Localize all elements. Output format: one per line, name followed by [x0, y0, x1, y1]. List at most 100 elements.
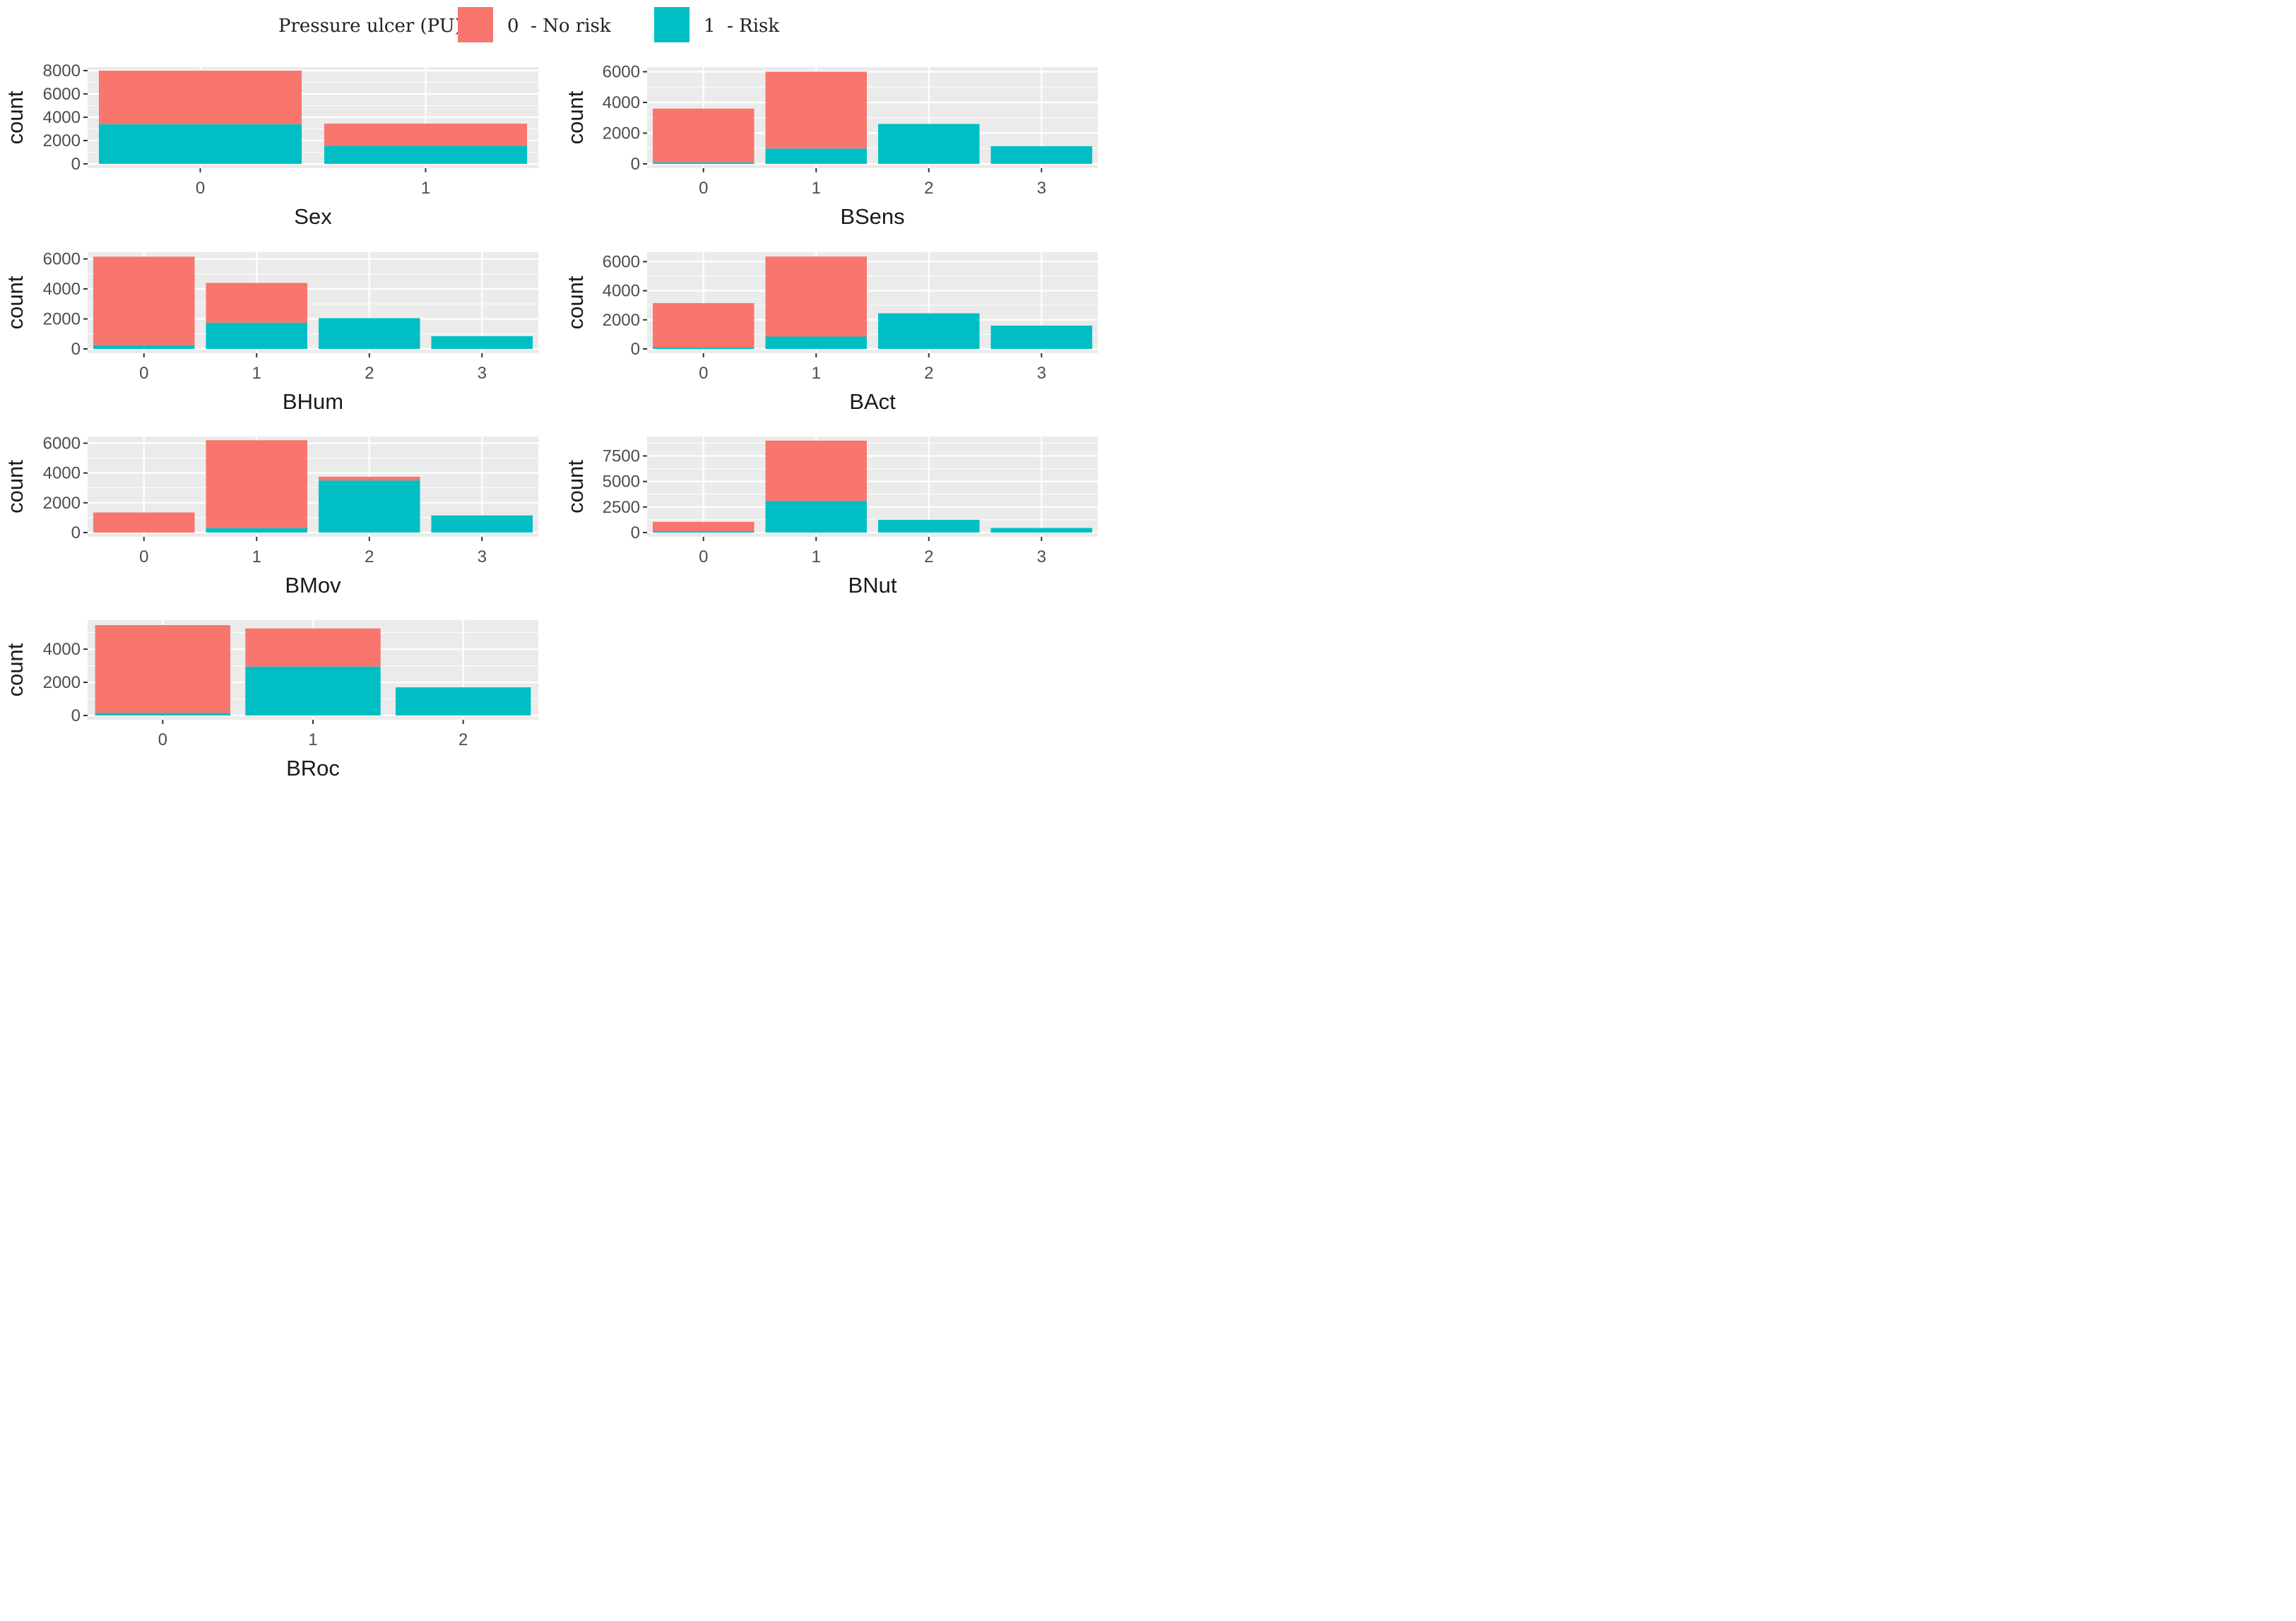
- y-tick-label: 2000: [43, 673, 81, 692]
- x-tick-label: 3: [478, 547, 487, 566]
- y-tick-label: 2000: [43, 131, 81, 150]
- bar-no-risk-0: [93, 256, 195, 345]
- bar-risk-3: [431, 515, 533, 533]
- legend: Pressure ulcer (PU) 0 - No risk 1 - Risk: [0, 0, 1105, 52]
- x-tick-label: 1: [812, 547, 821, 566]
- x-tick-label: 2: [365, 364, 374, 383]
- legend-key-risk: [654, 7, 690, 42]
- bar-no-risk-0: [652, 108, 755, 162]
- y-tick-label: 4000: [603, 282, 640, 301]
- x-tick-label: 2: [924, 364, 933, 383]
- x-tick-label: 1: [421, 179, 430, 198]
- x-axis-title: BAct: [849, 389, 896, 414]
- legend-label-no-risk: 0 - No risk: [507, 16, 611, 37]
- bar-risk-1: [765, 501, 868, 533]
- x-tick-label: 0: [139, 364, 148, 383]
- chart-panel-bhum: 0 2000 4000 6000 0 1 2 3 BHum count: [3, 250, 538, 414]
- x-tick-label: 0: [699, 547, 708, 566]
- bar-risk-3: [990, 146, 1093, 164]
- y-axis-title: count: [3, 275, 28, 329]
- y-tick-label: 6000: [603, 252, 640, 271]
- bar-risk-3: [431, 336, 533, 349]
- legend-entry-text: - No risk: [531, 16, 611, 37]
- bar-no-risk-0: [95, 625, 231, 713]
- bar-risk-2: [318, 480, 420, 533]
- y-tick-label: 2000: [603, 311, 640, 330]
- y-tick-label: 0: [631, 340, 640, 359]
- legend-label-risk: 1 - Risk: [704, 16, 779, 37]
- bar-risk-1: [206, 322, 308, 349]
- bar-no-risk-0: [652, 521, 755, 531]
- y-tick-label: 0: [631, 523, 640, 542]
- chart-panel-sex: 0 2000 4000 6000 8000 0 1 Sex count: [3, 61, 538, 229]
- bar-no-risk-1: [765, 440, 868, 501]
- x-tick-label: 3: [1037, 547, 1046, 566]
- bar-risk-1: [765, 336, 868, 349]
- chart-panel-bact: 0 2000 4000 6000 0 1 2 3 BAct count: [563, 252, 1098, 414]
- y-tick-label: 0: [71, 706, 81, 725]
- legend-key-no-risk: [458, 7, 493, 42]
- x-tick-label: 1: [252, 364, 261, 383]
- y-tick-label: 0: [631, 155, 640, 174]
- x-axis-title: BRoc: [286, 756, 340, 780]
- bar-risk-3: [990, 528, 1093, 533]
- chart-panel-broc: 0 2000 4000 0 1 2 BRoc count: [3, 620, 538, 780]
- bar-no-risk-0: [652, 303, 755, 348]
- bar-no-risk-1: [324, 124, 528, 146]
- panel-background: [647, 437, 1098, 537]
- y-tick-label: 6000: [43, 85, 81, 104]
- x-axis-title: Sex: [294, 204, 332, 229]
- bar-risk-2: [877, 124, 980, 164]
- bar-no-risk-0: [93, 512, 195, 533]
- x-axis-title: BMov: [285, 573, 341, 598]
- y-tick-label: 5000: [603, 473, 640, 492]
- x-tick-label: 2: [458, 730, 468, 749]
- bar-risk-0: [95, 713, 231, 716]
- y-axis-title: count: [563, 275, 588, 329]
- y-tick-label: 4000: [43, 108, 81, 127]
- y-tick-label: 2500: [603, 498, 640, 517]
- legend-entry-text: - Risk: [727, 16, 780, 37]
- x-tick-label: 1: [812, 364, 821, 383]
- bar-no-risk-1: [765, 256, 868, 337]
- x-axis-title: BSens: [840, 204, 904, 229]
- bar-no-risk-1: [206, 440, 308, 528]
- x-tick-label: 0: [699, 364, 708, 383]
- x-tick-label: 1: [308, 730, 317, 749]
- y-tick-label: 6000: [43, 250, 81, 269]
- y-tick-label: 2000: [43, 494, 81, 513]
- y-tick-label: 0: [71, 340, 81, 359]
- x-tick-label: 0: [699, 179, 708, 198]
- y-tick-label: 2000: [43, 310, 81, 329]
- bar-risk-3: [990, 326, 1093, 349]
- y-tick-label: 7500: [603, 446, 640, 465]
- bar-risk-1: [765, 148, 868, 164]
- y-tick-label: 0: [71, 155, 81, 174]
- x-axis-title: BNut: [848, 573, 897, 598]
- bar-risk-2: [877, 519, 980, 533]
- bar-risk-1: [245, 666, 381, 716]
- x-tick-label: 1: [812, 179, 821, 198]
- bar-risk-0: [652, 347, 755, 349]
- bar-no-risk-1: [765, 71, 868, 149]
- y-tick-label: 4000: [603, 93, 640, 112]
- y-tick-label: 6000: [603, 63, 640, 82]
- bar-no-risk-0: [98, 70, 302, 124]
- legend-title: Pressure ulcer (PU): [278, 16, 462, 37]
- y-tick-label: 4000: [43, 464, 81, 483]
- y-tick-label: 2000: [603, 124, 640, 143]
- y-tick-label: 6000: [43, 434, 81, 453]
- x-tick-label: 3: [1037, 179, 1046, 198]
- bar-risk-2: [395, 687, 531, 716]
- bar-no-risk-1: [245, 628, 381, 667]
- x-tick-label: 1: [252, 547, 261, 566]
- legend-key-value: 0: [507, 16, 519, 37]
- y-axis-title: count: [563, 460, 588, 513]
- y-axis-title: count: [3, 643, 28, 696]
- x-axis-title: BHum: [283, 389, 343, 414]
- x-tick-label: 0: [158, 730, 167, 749]
- x-tick-label: 3: [1037, 364, 1046, 383]
- legend-key-value: 1: [704, 16, 716, 37]
- chart-panel-bmov: 0 2000 4000 6000 0 1 2 3 BMov count: [3, 434, 538, 598]
